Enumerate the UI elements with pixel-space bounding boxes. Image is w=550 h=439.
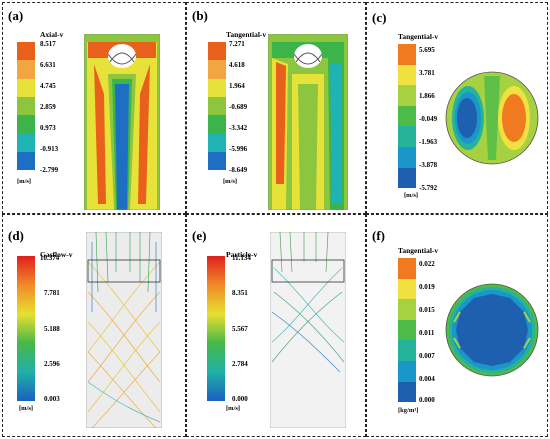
panel-c-colorbar bbox=[398, 44, 416, 189]
panel-e-tick-1: 8.351 bbox=[232, 289, 248, 297]
panel-b-tick-3: -0.689 bbox=[229, 103, 248, 111]
panel-f-label: (f) bbox=[372, 228, 385, 243]
panel-e-colorbar-title: Particle-v bbox=[226, 250, 258, 259]
panel-e-tick-3: 2.784 bbox=[232, 360, 248, 368]
panel-e-colorbar bbox=[207, 256, 225, 401]
panel-a-tick-1: 6.631 bbox=[40, 61, 56, 69]
panel-f-cross-section bbox=[445, 283, 539, 377]
panel-b-label: (b) bbox=[192, 8, 208, 23]
panel-d bbox=[2, 214, 186, 437]
panel-e-particle-trajectories bbox=[270, 232, 346, 428]
panel-a-colorbar bbox=[17, 42, 35, 171]
panel-c bbox=[366, 2, 548, 214]
panel-b-tick-5: -5.996 bbox=[229, 145, 248, 153]
panel-e-tick-2: 5.567 bbox=[232, 325, 248, 333]
panel-d-colorbar-title: Gasflow-v bbox=[40, 250, 73, 259]
panel-d-gasflow-streamlines bbox=[86, 232, 162, 428]
panel-f-tick-2: 0.015 bbox=[419, 306, 435, 314]
panel-b-colorbar bbox=[208, 42, 226, 171]
panel-b-tick-1: 4.618 bbox=[229, 61, 245, 69]
panel-a-tick-6: -2.799 bbox=[40, 166, 59, 174]
panel-a-tick-4: 0.973 bbox=[40, 124, 56, 132]
panel-e-label: (e) bbox=[192, 228, 207, 243]
panel-f-tick-4: 0.007 bbox=[419, 352, 435, 360]
panel-c-label: (c) bbox=[372, 10, 387, 25]
panel-d-tick-4: 0.003 bbox=[44, 395, 60, 403]
panel-d-tick-3: 2.596 bbox=[44, 360, 60, 368]
panel-a-colorbar-title: Axial-v bbox=[40, 30, 64, 39]
panel-f-tick-0: 0.022 bbox=[419, 260, 435, 268]
panel-b-unit: [m/s] bbox=[223, 178, 238, 185]
panel-a-axial-contour bbox=[84, 34, 160, 210]
panel-e bbox=[186, 214, 366, 437]
panel-f-unit: [kg/m³] bbox=[398, 407, 419, 414]
panel-f-tick-3: 0.011 bbox=[419, 329, 435, 337]
panel-a-tick-5: -0.913 bbox=[40, 145, 59, 153]
panel-f-tick-5: 0.004 bbox=[419, 375, 435, 383]
panel-b-tangential-contour bbox=[268, 34, 348, 210]
panel-d-unit: [m/s] bbox=[19, 405, 34, 412]
panel-d-colorbar bbox=[17, 256, 35, 401]
panel-b-tick-6: -8.649 bbox=[229, 166, 248, 174]
panel-a-tick-3: 2.859 bbox=[40, 103, 56, 111]
panel-a-unit: [m/s] bbox=[17, 178, 32, 185]
panel-c-tick-6: -5.792 bbox=[419, 184, 438, 192]
panel-f bbox=[366, 214, 548, 437]
panel-c-tick-4: -1.963 bbox=[419, 138, 438, 146]
panel-a-tick-2: 4.745 bbox=[40, 82, 56, 90]
panel-b-tick-2: 1.964 bbox=[229, 82, 245, 90]
panel-a-label: (a) bbox=[8, 8, 24, 23]
panel-f-colorbar-title: Tangential-v bbox=[398, 246, 439, 255]
panel-f-tick-1: 0.019 bbox=[419, 283, 435, 291]
panel-c-tick-2: 1.866 bbox=[419, 92, 435, 100]
panel-c-colorbar-title: Tangential-v bbox=[398, 32, 439, 41]
panel-d-tick-1: 7.781 bbox=[44, 289, 60, 297]
panel-e-tick-0: 11.134 bbox=[232, 254, 251, 262]
panel-c-unit: [m/s] bbox=[404, 192, 419, 199]
panel-c-tick-0: 5.695 bbox=[419, 46, 435, 54]
panel-f-tick-6: 0.000 bbox=[419, 396, 435, 404]
panel-b-colorbar-title: Tangential-v bbox=[226, 30, 267, 39]
panel-e-unit: [m/s] bbox=[226, 405, 241, 412]
panel-a bbox=[2, 2, 186, 214]
panel-f-colorbar bbox=[398, 258, 416, 403]
panel-b bbox=[186, 2, 366, 214]
panel-d-tick-2: 5.188 bbox=[44, 325, 60, 333]
panel-c-tick-5: -3.878 bbox=[419, 161, 438, 169]
panel-d-tick-0: 10.374 bbox=[40, 254, 60, 262]
panel-a-tick-0: 8.517 bbox=[40, 40, 56, 48]
panel-c-tick-3: -0.049 bbox=[419, 115, 438, 123]
panel-b-tick-0: 7.271 bbox=[229, 40, 245, 48]
panel-c-tick-1: 3.781 bbox=[419, 69, 435, 77]
panel-d-label: (d) bbox=[8, 228, 24, 243]
panel-e-tick-4: 0.000 bbox=[232, 395, 248, 403]
panel-b-tick-4: -3.342 bbox=[229, 124, 248, 132]
panel-c-cross-section bbox=[445, 71, 539, 165]
